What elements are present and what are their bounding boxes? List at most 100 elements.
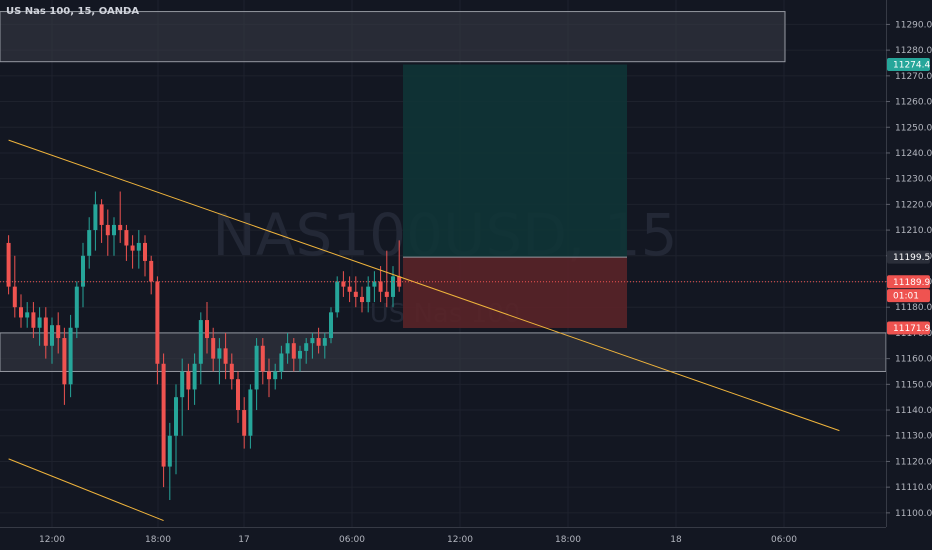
- candle: [167, 422, 172, 501]
- candle: [205, 302, 209, 354]
- price-tick-label: 11130.0: [895, 432, 932, 442]
- zone-box[interactable]: [0, 332, 887, 372]
- candle-body: [149, 260, 154, 282]
- candle-body: [93, 204, 98, 231]
- candle: [378, 266, 383, 303]
- candle: [37, 307, 42, 346]
- stop-loss-area[interactable]: [403, 257, 627, 329]
- candle: [273, 363, 278, 390]
- support-resistance-zones[interactable]: [0, 11, 887, 372]
- candle-body: [347, 286, 352, 292]
- price-badge: 11199.5: [887, 250, 930, 264]
- candle-body: [198, 320, 203, 364]
- price-tick-label: 11120.0: [895, 457, 932, 467]
- price-badges: 11274.4 11199.5 11189.9 01:01 11171.9: [887, 58, 930, 335]
- candle: [99, 199, 104, 243]
- candle-body: [43, 317, 48, 346]
- candle-body: [124, 230, 129, 246]
- price-tick-label: 11140.0: [895, 406, 932, 416]
- trendline[interactable]: [8, 139, 840, 432]
- zone-box[interactable]: [0, 11, 786, 63]
- trendline[interactable]: [8, 458, 164, 522]
- price-tick-label: 11230.0: [895, 175, 932, 185]
- candle-body: [223, 348, 228, 364]
- candle-body: [12, 286, 17, 308]
- price-tick-label: 11270.0: [895, 72, 932, 82]
- candle: [155, 276, 160, 385]
- candle: [87, 217, 92, 269]
- trendlines[interactable]: [8, 139, 840, 522]
- candle: [366, 276, 371, 313]
- candle-body: [112, 224, 116, 236]
- candle-body: [118, 224, 123, 231]
- candle-body: [267, 371, 271, 380]
- candle: [186, 363, 191, 411]
- candle-body: [341, 281, 346, 287]
- candle-body: [180, 371, 185, 398]
- candle: [391, 266, 395, 308]
- candle: [174, 384, 178, 475]
- candle: [136, 230, 141, 269]
- candle: [25, 302, 30, 328]
- candle-body: [161, 363, 166, 467]
- price-tick-label: 11110.0: [895, 483, 932, 493]
- candle: [254, 338, 259, 411]
- candle: [242, 397, 247, 449]
- candle-body: [143, 242, 147, 261]
- candle-body: [81, 255, 85, 287]
- long-position-tool[interactable]: [403, 64, 627, 329]
- candle-body: [155, 281, 160, 364]
- price-tick-label: 11150.0: [895, 380, 932, 390]
- candle-body: [285, 343, 290, 354]
- candle: [130, 235, 135, 269]
- candle: [192, 353, 197, 405]
- price-tick-label: 11290.0: [895, 20, 932, 30]
- candle-body: [25, 312, 30, 318]
- candle-body: [372, 281, 377, 287]
- candle-body: [291, 343, 296, 359]
- price-tick-label: 11160.0: [895, 355, 932, 365]
- price-tick-label: 11210.0: [895, 226, 932, 236]
- time-tick-label: 06:00: [771, 535, 797, 545]
- candle: [285, 332, 290, 364]
- candle: [118, 191, 123, 243]
- candle-body: [167, 435, 172, 467]
- candle-body: [254, 345, 259, 390]
- candle-body: [248, 389, 253, 436]
- candle-body: [50, 325, 54, 346]
- symbol-title: US Nas 100, 15, OANDA: [6, 6, 140, 17]
- time-tick-label: 18:00: [145, 535, 171, 545]
- candle: [68, 314, 73, 398]
- candle: [335, 276, 340, 318]
- candle-body: [192, 363, 197, 390]
- candle-body: [105, 224, 110, 236]
- candle: [260, 338, 265, 385]
- price-axis[interactable]: 11100.0 11110.0 11120.0 11130.0 11140.0 11150…: [886, 0, 932, 550]
- price-badge-label: 11274.4: [893, 61, 930, 71]
- candle-body: [74, 286, 79, 328]
- candle: [56, 312, 61, 354]
- candle-body: [360, 296, 364, 303]
- candle-body: [322, 338, 327, 346]
- candle: [43, 307, 48, 359]
- time-axis[interactable]: 12:00 18:00 17 06:00 12:00 18:00 18 06:00: [0, 527, 886, 550]
- candle: [105, 209, 110, 256]
- profit-target-area[interactable]: [403, 64, 627, 258]
- candlestick-series: [6, 191, 402, 501]
- candle: [223, 332, 228, 380]
- time-axis-bg: [0, 527, 886, 550]
- candle: [279, 345, 284, 380]
- candle-body: [99, 204, 104, 225]
- candle-body: [384, 291, 389, 297]
- candle: [372, 271, 377, 303]
- candle-body: [242, 410, 247, 436]
- candle: [384, 250, 389, 308]
- candle-body: [174, 397, 178, 436]
- candle-body: [304, 343, 309, 351]
- candle: [112, 217, 116, 256]
- price-badge: 11189.9: [887, 275, 930, 289]
- candle: [248, 384, 253, 449]
- candle-body: [130, 245, 135, 251]
- price-tick-label: 11240.0: [895, 149, 932, 159]
